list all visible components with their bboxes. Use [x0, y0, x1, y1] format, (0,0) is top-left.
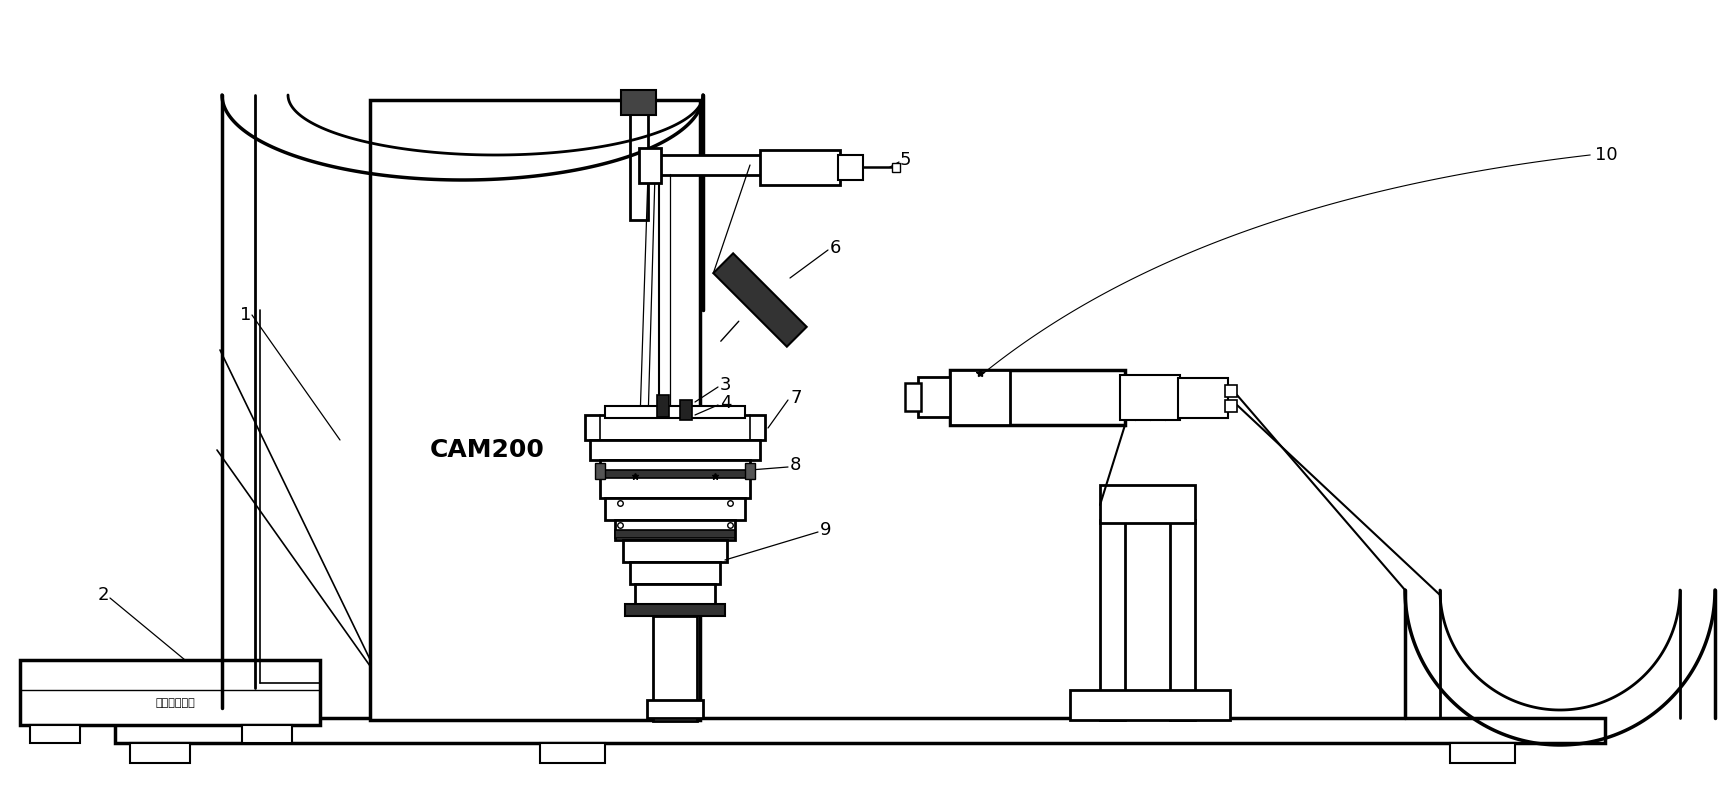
- Bar: [616, 530, 735, 538]
- Bar: [838, 155, 864, 180]
- Bar: [649, 155, 779, 175]
- Text: 1: 1: [239, 306, 251, 324]
- Bar: [1170, 520, 1195, 720]
- Bar: [21, 660, 321, 725]
- Bar: [640, 148, 661, 183]
- Text: 10: 10: [1595, 146, 1618, 164]
- Bar: [605, 498, 746, 520]
- Bar: [1120, 375, 1181, 420]
- Bar: [647, 700, 702, 718]
- Text: 6: 6: [831, 239, 841, 257]
- Bar: [891, 163, 900, 172]
- Polygon shape: [713, 254, 806, 347]
- Text: 7: 7: [791, 389, 801, 407]
- Bar: [629, 100, 649, 220]
- Bar: [1450, 743, 1516, 763]
- Bar: [1099, 520, 1125, 720]
- Bar: [369, 100, 701, 720]
- Bar: [950, 370, 1125, 425]
- Bar: [130, 743, 191, 763]
- Text: 3: 3: [720, 376, 732, 394]
- Text: 9: 9: [820, 521, 832, 539]
- Bar: [600, 460, 751, 498]
- Bar: [1224, 385, 1236, 397]
- Bar: [29, 725, 80, 743]
- Bar: [629, 562, 720, 584]
- Bar: [590, 440, 759, 460]
- Text: 5: 5: [900, 151, 912, 169]
- Bar: [1099, 485, 1195, 523]
- Bar: [654, 616, 697, 721]
- Bar: [595, 463, 605, 479]
- Text: 8: 8: [791, 456, 801, 474]
- Text: 电化学工作站: 电化学工作站: [154, 698, 194, 708]
- Bar: [905, 383, 921, 411]
- Bar: [746, 463, 754, 479]
- Bar: [624, 604, 725, 616]
- Bar: [1177, 378, 1228, 418]
- Bar: [657, 395, 669, 417]
- Text: 4: 4: [720, 394, 732, 412]
- Bar: [605, 406, 746, 418]
- Bar: [584, 415, 765, 440]
- Bar: [759, 150, 839, 185]
- Bar: [623, 540, 727, 562]
- Text: 2: 2: [99, 586, 109, 604]
- Bar: [635, 584, 714, 604]
- Text: CAM200: CAM200: [430, 438, 544, 462]
- Bar: [950, 370, 1009, 425]
- Bar: [1224, 400, 1236, 412]
- Bar: [539, 743, 605, 763]
- Bar: [621, 90, 655, 115]
- Bar: [616, 520, 735, 540]
- Bar: [243, 725, 291, 743]
- Bar: [680, 400, 692, 420]
- Bar: [114, 718, 1606, 743]
- Bar: [600, 470, 751, 478]
- Bar: [917, 377, 954, 417]
- Bar: [1070, 690, 1229, 720]
